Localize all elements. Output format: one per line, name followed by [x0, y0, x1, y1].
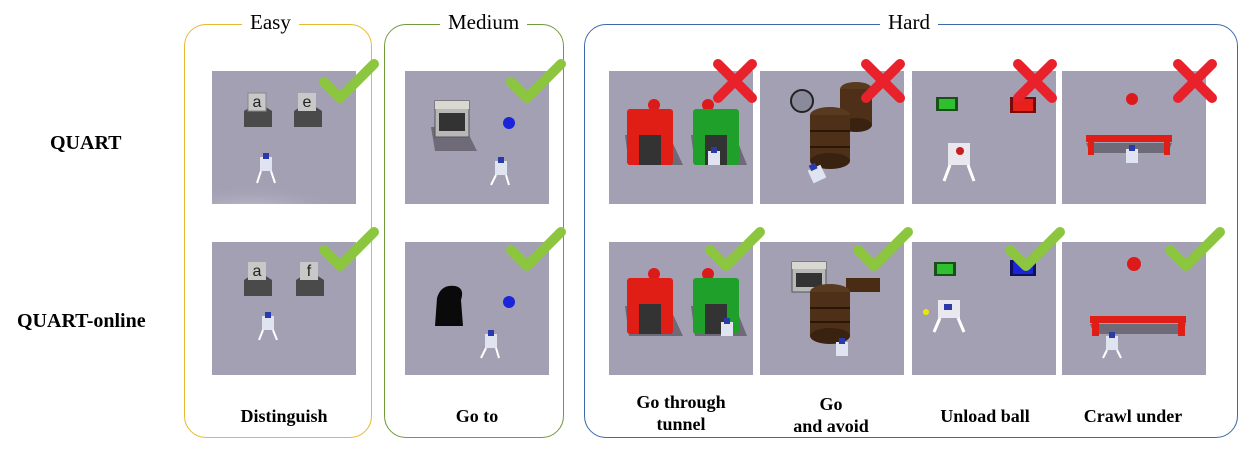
cross-icon — [1164, 56, 1226, 106]
cross-stroke — [861, 59, 905, 103]
task-label-avoid-line2: and avoid — [793, 416, 869, 436]
task-label-distinguish: Distinguish — [240, 406, 328, 426]
check-icon — [505, 224, 567, 274]
task-label-crawl: Crawl under — [1083, 406, 1183, 426]
task-label-tunnel: Go through tunnel — [604, 391, 758, 435]
task-label-avoid-line1: Go — [819, 394, 843, 414]
check-mark — [1005, 227, 1065, 271]
cross-stroke — [1173, 59, 1217, 103]
row-label-quart: QUART — [50, 132, 122, 154]
check-mark — [506, 59, 566, 103]
check-mark — [506, 227, 566, 271]
check-icon — [1004, 224, 1066, 274]
tile-quart-unload — [912, 71, 1056, 204]
check-icon — [318, 56, 380, 106]
check-icon — [704, 224, 766, 274]
row-label-quart-online: QUART-online — [17, 310, 146, 332]
cube-letter-right: e — [303, 94, 312, 111]
tile-online-tunnel — [609, 242, 753, 375]
check-icon — [318, 224, 380, 274]
check-mark — [1165, 227, 1225, 271]
cube-letter-left: a — [253, 94, 262, 111]
check-icon — [852, 224, 914, 274]
task-label-tunnel-line2: tunnel — [656, 414, 706, 434]
cross-stroke — [713, 59, 757, 103]
cross-icon — [1004, 56, 1066, 106]
task-label-tunnel-line1: Go through — [636, 392, 726, 412]
tile-quart-avoid — [760, 71, 904, 204]
easy-title: Easy — [242, 8, 299, 36]
task-label-avoid: Go and avoid — [757, 393, 905, 437]
check-mark — [319, 227, 379, 271]
check-icon — [505, 56, 567, 106]
medium-title: Medium — [440, 8, 528, 36]
cross-stroke — [1013, 59, 1057, 103]
task-label-goto: Go to — [455, 406, 499, 426]
cross-icon — [704, 56, 766, 106]
check-icon — [1164, 224, 1226, 274]
task-label-unload: Unload ball — [940, 406, 1030, 426]
cube-letter-right: f — [307, 263, 312, 280]
cube-letter-left: a — [253, 263, 262, 280]
cross-icon — [852, 56, 914, 106]
check-mark — [853, 227, 913, 271]
check-mark — [319, 59, 379, 103]
check-mark — [705, 227, 765, 271]
hard-title: Hard — [880, 8, 938, 36]
